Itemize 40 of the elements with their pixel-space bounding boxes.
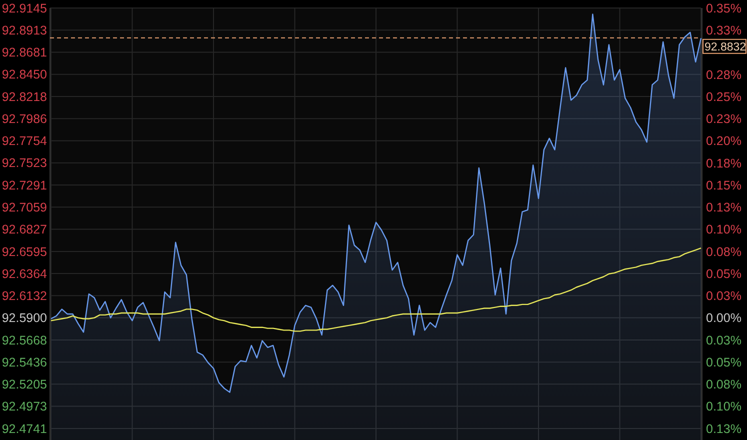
y-tick-label: 92.4741 bbox=[2, 422, 48, 436]
y-tick-label: 92.9145 bbox=[2, 1, 48, 16]
y-tick-label: 92.6132 bbox=[2, 289, 48, 304]
y2-tick-label: 0.05% bbox=[706, 266, 742, 281]
y-tick-label: 92.5205 bbox=[2, 378, 48, 392]
y2-tick-label: 0.13% bbox=[706, 422, 742, 436]
y2-tick-label: 0.23% bbox=[706, 112, 742, 126]
y2-tick-label: 0.15% bbox=[706, 178, 742, 192]
y2-tick-label: 0.28% bbox=[706, 68, 742, 82]
y-tick-label: 92.8218 bbox=[2, 90, 48, 104]
y2-tick-label: 0.03% bbox=[706, 333, 742, 348]
y2-tick-label: 0.08% bbox=[706, 244, 742, 259]
y-tick-label: 92.8913 bbox=[2, 24, 48, 38]
y2-tick-label: 0.13% bbox=[706, 200, 742, 215]
y2-tick-label: 0.10% bbox=[706, 400, 742, 414]
y2-tick-label: 0.18% bbox=[706, 156, 742, 170]
y2-tick-label: 0.03% bbox=[706, 289, 742, 304]
line-series bbox=[50, 248, 702, 332]
y2-tick-label: 0.20% bbox=[706, 134, 742, 148]
y-tick-label: 92.5668 bbox=[2, 333, 48, 348]
y-tick-label: 92.8681 bbox=[2, 46, 48, 60]
y2-tick-label: 0.35% bbox=[706, 1, 742, 16]
y-tick-label: 92.5436 bbox=[2, 355, 48, 370]
y2-tick-label: 0.25% bbox=[706, 90, 742, 104]
y2-tick-label: 0.00% bbox=[706, 311, 742, 326]
y-tick-label: 92.7291 bbox=[2, 178, 48, 192]
y-tick-label: 92.6595 bbox=[2, 244, 48, 259]
y-tick-label: 92.7059 bbox=[2, 200, 48, 215]
y-tick-label: 92.6364 bbox=[2, 266, 48, 281]
y2-tick-label: 0.10% bbox=[706, 222, 742, 237]
y-tick-label: 92.8450 bbox=[2, 68, 48, 82]
y-tick-label: 92.5900 bbox=[2, 311, 48, 326]
y2-tick-label: 0.08% bbox=[706, 378, 742, 392]
y2-tick-label: 0.33% bbox=[706, 24, 742, 38]
y-tick-label: 92.6827 bbox=[2, 222, 48, 237]
y-tick-label: 92.7523 bbox=[2, 156, 48, 170]
y-tick-label: 92.7986 bbox=[2, 112, 48, 126]
y2-tick-label: 0.05% bbox=[706, 355, 742, 370]
y-tick-label: 92.7754 bbox=[2, 134, 48, 148]
y-tick-label: 92.4973 bbox=[2, 400, 48, 414]
